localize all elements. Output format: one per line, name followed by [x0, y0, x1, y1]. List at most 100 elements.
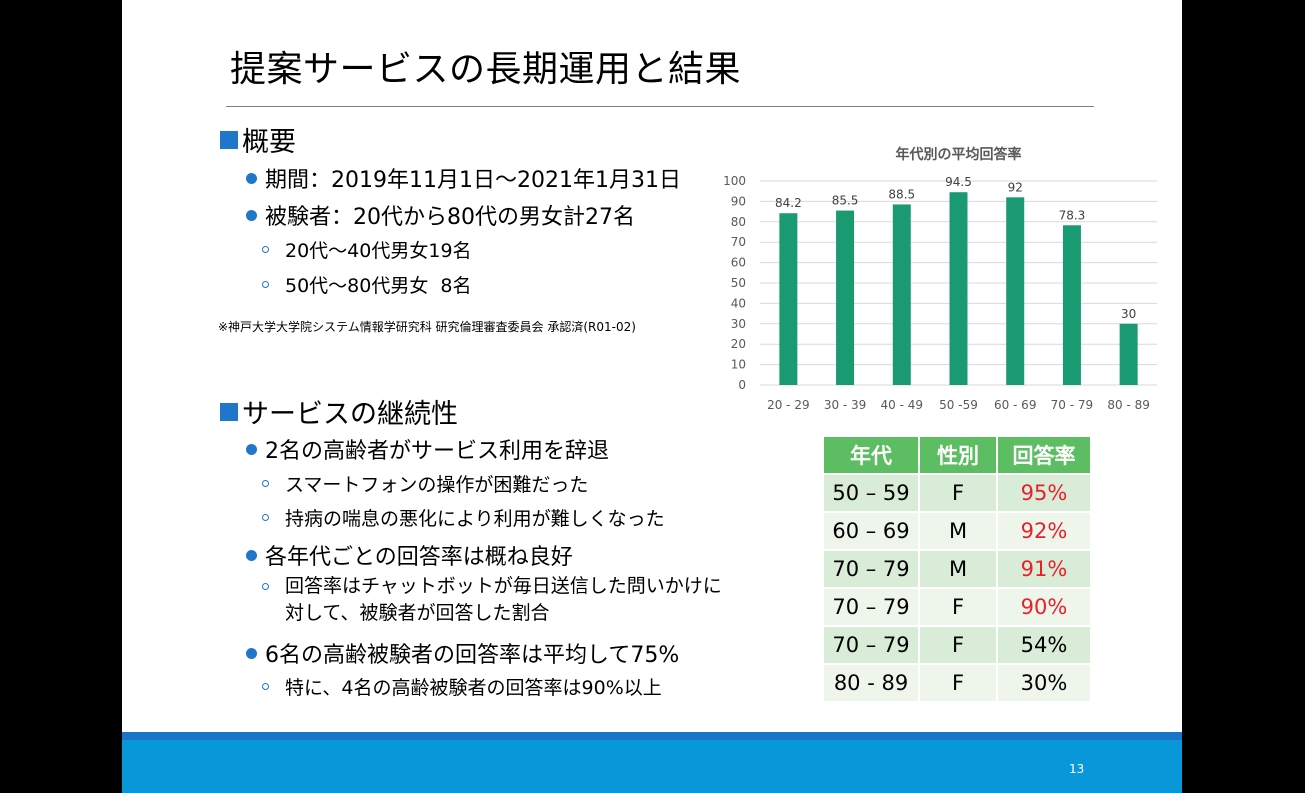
bullet-subjects-text: 被験者：20代から80代の男女計27名 — [265, 205, 635, 230]
sub-bullet-ring-icon — [262, 683, 269, 690]
table-row: 70 – 79 M 91% — [824, 551, 1090, 587]
sub-bullet-ring-icon — [262, 281, 269, 288]
table-cell-age: 70 – 79 — [824, 589, 918, 625]
table-row: 60 – 69 M 92% — [824, 513, 1090, 549]
slide-title: 提案サービスの長期運用と結果 — [230, 49, 742, 90]
chart-bar — [949, 192, 968, 385]
response-definition-line2: 対して、被験者が回答した割合 — [285, 602, 550, 624]
table-cell-age: 80 - 89 — [824, 665, 918, 701]
bullet-subjects: 被験者：20代から80代の男女計27名 — [246, 199, 635, 231]
sub-bullet-smartphone: スマートフォンの操作が困難だった — [262, 470, 588, 497]
sub-bullet-response-definition: 回答率はチャットボットが毎日送信した問いかけに 対して、被験者が回答した割合 — [262, 573, 805, 627]
chart-x-tick-label: 80 - 89 — [1107, 398, 1150, 412]
table-cell-age: 50 – 59 — [824, 475, 918, 511]
table-cell-gender: F — [920, 589, 996, 625]
table-cell-age: 60 – 69 — [824, 513, 918, 549]
section-heading-continuity-label: サービスの継続性 — [242, 399, 458, 430]
bullet-dot-icon — [246, 172, 257, 184]
chart-data-label: 78.3 — [1059, 208, 1086, 222]
table-cell-age: 70 – 79 — [824, 551, 918, 587]
sub-bullet-50s-80s-text: 50代〜80代男女 8名 — [285, 275, 472, 297]
table-header-row: 年代 性別 回答率 — [824, 437, 1090, 473]
sub-bullet-20s-40s-text: 20代〜40代男女19名 — [285, 240, 472, 262]
bullet-response-rate-text: 各年代ごとの回答率は概ね良好 — [265, 545, 573, 570]
title-divider — [226, 106, 1094, 107]
table-row: 50 – 59 F 95% — [824, 475, 1090, 511]
chart-bar — [1062, 225, 1081, 385]
section-heading-overview-label: 概要 — [242, 127, 296, 158]
section-heading-continuity: サービスの継続性 — [220, 392, 458, 431]
chart-data-label: 88.5 — [888, 187, 915, 201]
bullet-elderly-average-text: 6名の高齢被験者の回答率は平均して75% — [265, 643, 680, 668]
page-number: 13 — [1069, 762, 1085, 776]
chart-y-tick-label: 100 — [723, 174, 746, 188]
chart-x-tick-label: 20 - 29 — [767, 398, 810, 412]
chart-y-tick-label: 40 — [731, 296, 746, 310]
table-cell-rate: 95% — [998, 475, 1090, 511]
chart-y-tick-label: 90 — [731, 194, 746, 208]
chart-data-label: 30 — [1121, 307, 1136, 321]
bullet-dot-icon — [246, 443, 257, 455]
chart-bar — [1006, 197, 1025, 385]
slide-footer: 13 — [122, 740, 1182, 793]
section-heading-overview: 概要 — [220, 120, 296, 159]
chart-x-tick-label: 30 - 39 — [824, 398, 867, 412]
table-cell-gender: F — [920, 475, 996, 511]
sub-bullet-ring-icon — [262, 480, 269, 487]
chart-title: 年代別の平均回答率 — [896, 146, 1022, 163]
chart-y-tick-label: 10 — [731, 358, 746, 372]
bullet-period: 期間：2019年11月1日〜2021年1月31日 — [246, 162, 681, 194]
chart-bar — [836, 210, 855, 385]
sub-bullet-asthma-text: 持病の喘息の悪化により利用が難しくなった — [285, 508, 665, 530]
bullet-period-text: 期間：2019年11月1日〜2021年1月31日 — [265, 168, 681, 193]
table-header-rate: 回答率 — [998, 437, 1090, 473]
square-bullet-icon — [220, 130, 238, 149]
table-cell-rate: 54% — [998, 627, 1090, 663]
chart-data-label: 85.5 — [832, 194, 859, 208]
table-cell-gender: F — [920, 665, 996, 701]
bullet-dot-icon — [246, 647, 257, 659]
sub-bullet-asthma: 持病の喘息の悪化により利用が難しくなった — [262, 504, 665, 531]
bullet-withdrawal-text: 2名の高齢者がサービス利用を辞退 — [265, 439, 609, 464]
chart-y-tick-label: 20 — [731, 337, 746, 351]
sub-bullet-elderly-90-text: 特に、4名の高齢被験者の回答率は90%以上 — [285, 677, 662, 699]
chart-bar — [892, 204, 911, 385]
sub-bullet-ring-icon — [262, 583, 269, 590]
table-cell-gender: M — [920, 551, 996, 587]
table-row: 70 – 79 F 54% — [824, 627, 1090, 663]
bullet-withdrawal: 2名の高齢者がサービス利用を辞退 — [246, 433, 609, 465]
chart-y-tick-label: 80 — [731, 215, 746, 229]
bullet-dot-icon — [246, 209, 257, 221]
table-cell-rate: 30% — [998, 665, 1090, 701]
table-cell-gender: F — [920, 627, 996, 663]
sub-bullet-50s-80s: 50代〜80代男女 8名 — [262, 271, 472, 298]
table-row: 70 – 79 F 90% — [824, 589, 1090, 625]
bullet-elderly-average: 6名の高齢被験者の回答率は平均して75% — [246, 637, 679, 669]
chart-x-tick-label: 40 - 49 — [881, 398, 924, 412]
sub-bullet-20s-40s: 20代〜40代男女19名 — [262, 236, 472, 263]
chart-data-label: 84.2 — [775, 196, 802, 210]
table-header-gender: 性別 — [920, 437, 996, 473]
table-cell-rate: 91% — [998, 551, 1090, 587]
sub-bullet-ring-icon — [262, 246, 269, 253]
square-bullet-icon — [220, 402, 238, 421]
footer-accent-strip — [122, 732, 1182, 740]
chart-bar — [779, 213, 798, 385]
chart-x-tick-label: 60 - 69 — [994, 398, 1037, 412]
chart-bar — [1119, 323, 1138, 385]
sub-bullet-ring-icon — [262, 514, 269, 521]
table-cell-rate: 92% — [998, 513, 1090, 549]
sub-bullet-elderly-90: 特に、4名の高齢被験者の回答率は90%以上 — [262, 673, 662, 700]
bullet-dot-icon — [246, 549, 257, 561]
chart-data-label: 94.5 — [945, 175, 972, 189]
response-definition-line1: 回答率はチャットボットが毎日送信した問いかけに — [285, 575, 722, 597]
chart-y-tick-label: 50 — [731, 276, 746, 290]
chart-y-tick-label: 0 — [738, 378, 746, 392]
sub-bullet-smartphone-text: スマートフォンの操作が困難だった — [285, 474, 589, 496]
age-response-bar-chart: 年代別の平均回答率 0 10 20 30 40 50 60 70 80 90 100 84.2 20 - … — [723, 146, 1157, 412]
table-row: 80 - 89 F 30% — [824, 665, 1090, 701]
chart-x-tick-label: 50 -59 — [939, 398, 978, 412]
slide: 提案サービスの長期運用と結果 概要 期間：2019年11月1日〜2021年1月3… — [122, 0, 1182, 793]
table-cell-age: 70 – 79 — [824, 627, 918, 663]
table-header-age: 年代 — [824, 437, 918, 473]
